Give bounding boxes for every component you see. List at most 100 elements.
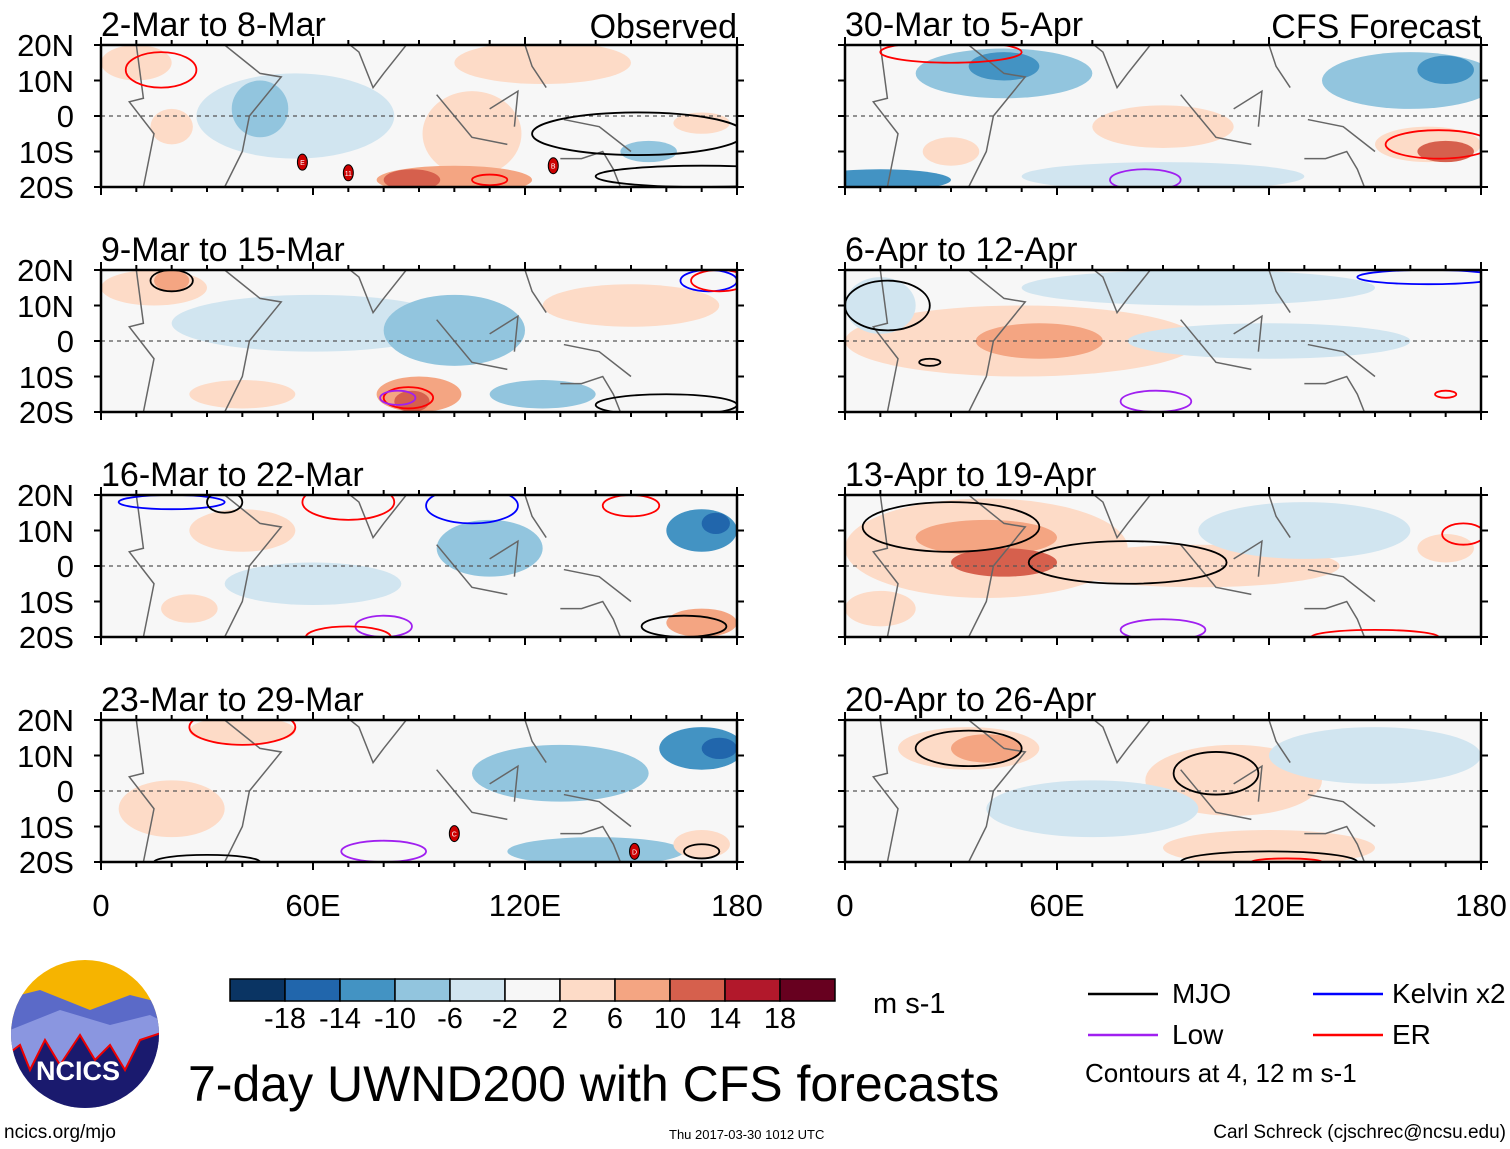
- anomaly-patch: [1198, 502, 1411, 559]
- coastline: [1233, 764, 1263, 802]
- colorbar-units: m s-1: [873, 988, 946, 1020]
- lat-tick-label: 10N: [17, 513, 74, 549]
- anomaly-patch: [436, 519, 543, 577]
- lat-tick-label: 20N: [17, 478, 74, 513]
- legend-low-label: Low: [1172, 1019, 1224, 1050]
- coastline: [871, 495, 899, 637]
- map-panel: CD: [94, 712, 744, 870]
- lat-tick-label: 10S: [18, 584, 74, 620]
- coastline: [127, 270, 155, 412]
- coastline: [967, 270, 1027, 412]
- mjo-contour: [914, 729, 1023, 768]
- coastline: [1233, 89, 1263, 127]
- coastline: [1304, 600, 1366, 637]
- anomaly-patch: [659, 727, 737, 770]
- lon-tick-label: 180: [711, 888, 763, 923]
- mjo-contour: [153, 854, 261, 862]
- coastline: [348, 495, 408, 540]
- lon-tick-label: 120E: [488, 888, 562, 923]
- lat-tick-label: 10S: [18, 359, 74, 395]
- coastline: [223, 270, 283, 412]
- panel-title: 23-Mar to 29-Mar: [101, 681, 364, 719]
- anomaly-patch: [845, 277, 916, 334]
- anomaly-patch: [383, 294, 525, 366]
- lat-tick-label: 20N: [17, 28, 74, 63]
- mjo-contour: [845, 279, 931, 332]
- lon-tick-label: 0: [92, 888, 110, 923]
- lon-tick-label: 180: [1455, 888, 1507, 923]
- colorbar-tick-label: -6: [437, 1003, 463, 1035]
- colorbar-tick-label: 18: [763, 1003, 797, 1035]
- anomaly-patch: [666, 608, 737, 637]
- kelvin-contour: [425, 495, 519, 525]
- coastline: [1233, 539, 1263, 577]
- lat-tick-label: 10N: [17, 288, 74, 324]
- lat-tick-label: 20S: [18, 845, 74, 880]
- footer-url[interactable]: ncics.org/mjo: [4, 1122, 116, 1143]
- coastline: [1092, 270, 1152, 315]
- panel-title: 20-Apr to 26-Apr: [845, 681, 1097, 719]
- lat-tick-label: 10N: [17, 738, 74, 774]
- low-contour: [1109, 168, 1182, 187]
- coastline: [127, 45, 155, 187]
- coastline: [1304, 375, 1366, 412]
- anomaly-patch: [986, 780, 1199, 838]
- panel-title: 30-Mar to 5-Apr: [845, 6, 1084, 44]
- coastline: [871, 270, 899, 412]
- coastline: [1268, 45, 1291, 89]
- coastline: [348, 45, 408, 90]
- tropical-cyclone-icon: C: [448, 825, 460, 843]
- coastline: [1180, 769, 1252, 821]
- lat-tick-label: 10N: [17, 63, 74, 99]
- anomaly-patch: [101, 45, 172, 81]
- colorbar-tick-label: -10: [374, 1003, 416, 1035]
- coastline: [1307, 793, 1376, 828]
- er-contour: [601, 495, 661, 518]
- coastline: [524, 495, 547, 539]
- panel-title: 6-Apr to 12-Apr: [845, 231, 1078, 269]
- mjo-contour: [206, 495, 244, 514]
- column-label: Observed: [589, 8, 737, 46]
- colorbar-tick-label: 10: [653, 1003, 687, 1035]
- coastline: [967, 720, 1027, 862]
- coastline: [871, 45, 899, 187]
- anomaly-patch: [701, 512, 730, 535]
- colorbar-tick-label: 14: [708, 1003, 742, 1035]
- map-panel: [838, 37, 1488, 195]
- map-panel: [94, 262, 744, 420]
- colorbar-bin: [779, 978, 836, 1002]
- colorbar-tick-label: 6: [606, 1003, 624, 1035]
- colorbar-bin: [669, 978, 726, 1002]
- er-contour: [471, 173, 509, 187]
- lat-tick-label: 20N: [17, 253, 74, 288]
- coastline: [560, 600, 622, 637]
- lon-tick-label: 60E: [1029, 888, 1085, 923]
- map-panel: E 11 B: [94, 37, 744, 195]
- lat-tick-label: 10S: [18, 809, 74, 845]
- coastline: [560, 825, 622, 862]
- lon-tick-label: 0: [836, 888, 854, 923]
- storm-label: D: [632, 849, 637, 856]
- coastline: [223, 495, 283, 637]
- er-contour: [124, 51, 198, 89]
- storm-label: E: [300, 160, 305, 167]
- coastline: [1307, 118, 1376, 153]
- coastline: [563, 343, 632, 378]
- anomaly-patch: [620, 140, 677, 163]
- anomaly-patch: [951, 548, 1057, 577]
- logo-text: NCICS: [36, 1056, 121, 1086]
- panel-title: 2-Mar to 8-Mar: [101, 6, 326, 44]
- anomaly-patch: [673, 112, 730, 134]
- coastline: [436, 544, 508, 596]
- coastline: [560, 375, 622, 412]
- anomaly-patch: [1269, 727, 1481, 784]
- anomaly-patch: [1021, 270, 1375, 306]
- coastline: [967, 45, 1027, 187]
- coastline: [1092, 45, 1152, 90]
- legend-kelvin-label: Kelvin x2: [1392, 978, 1506, 1009]
- coastline: [1304, 150, 1366, 187]
- mjo-contour: [861, 501, 1041, 553]
- map-panel: [838, 487, 1488, 645]
- mjo-contour: [1027, 540, 1228, 585]
